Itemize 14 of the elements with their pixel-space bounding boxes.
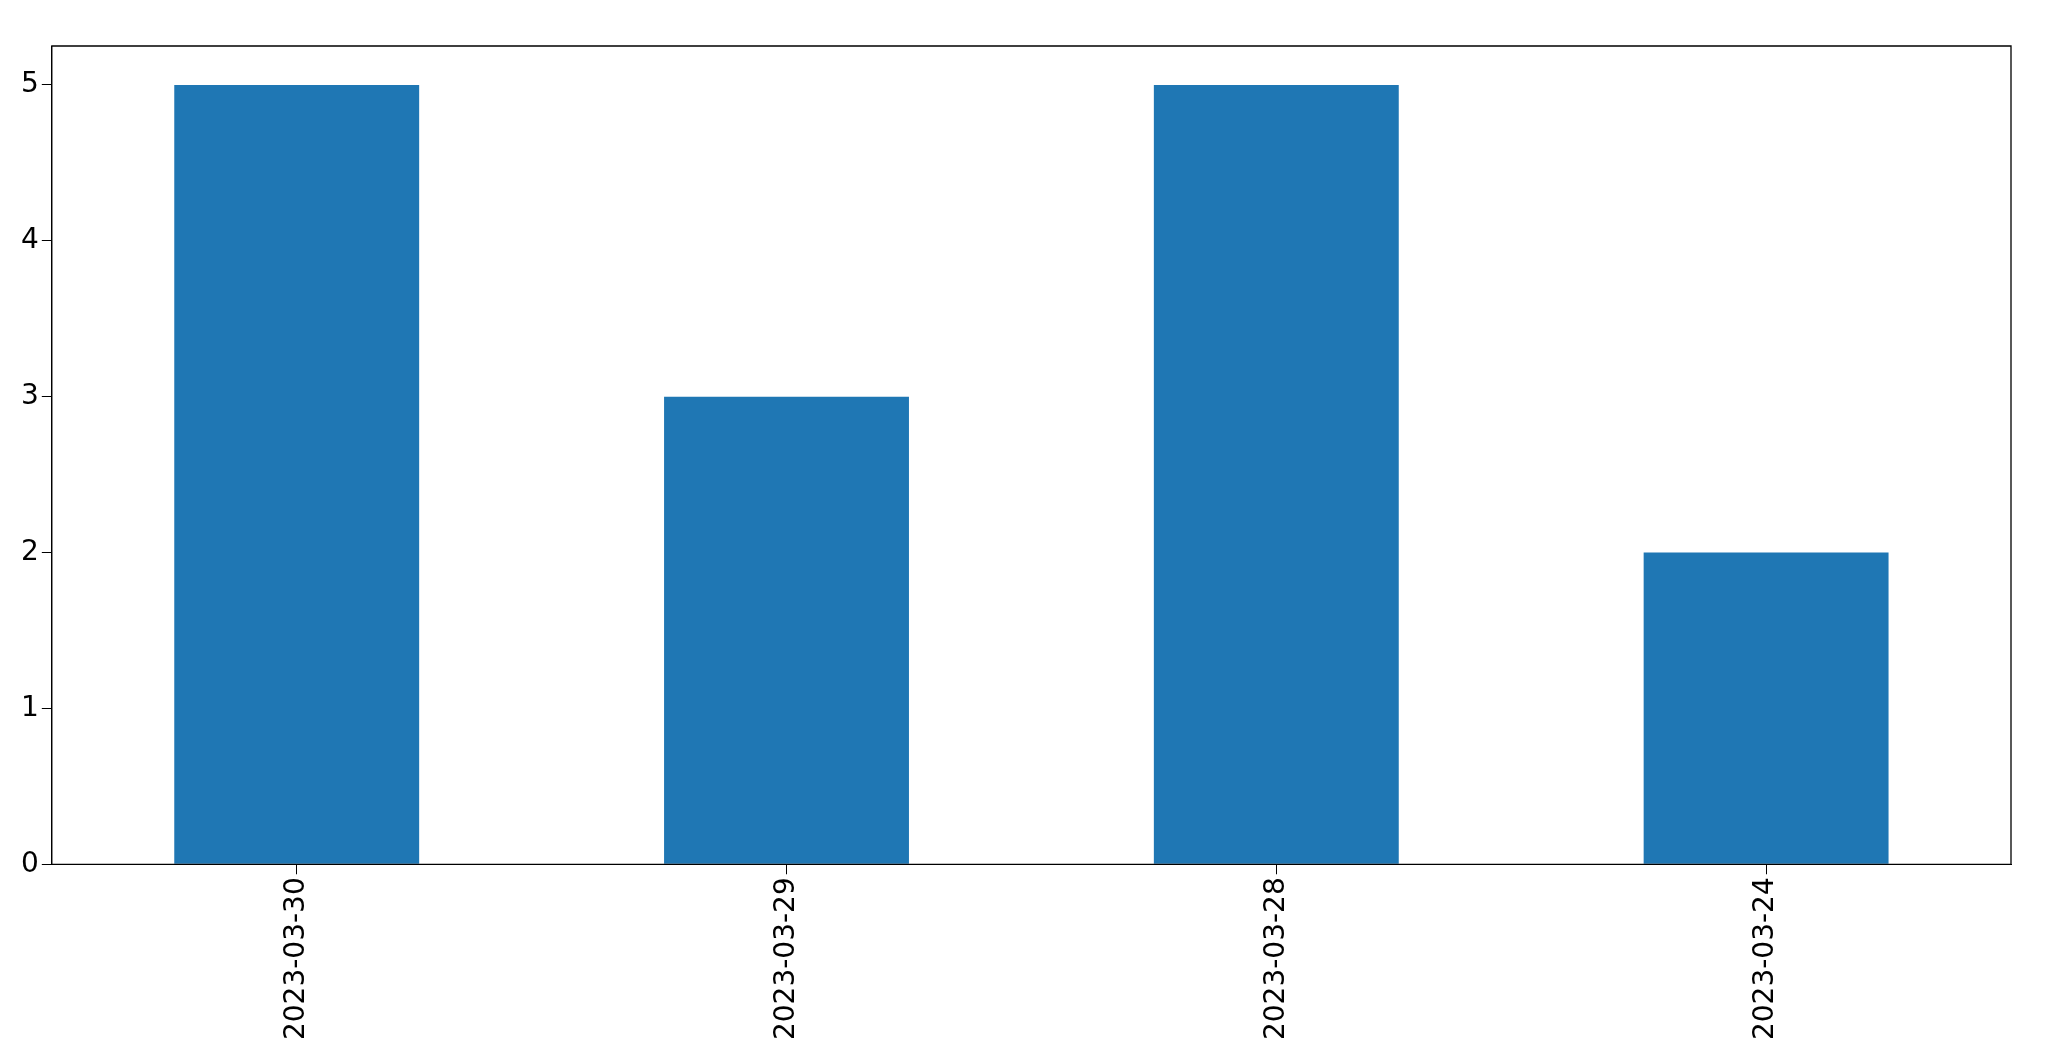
- y-tick-label: 0: [20, 845, 39, 879]
- x-tick-label: 2023-03-30: [277, 877, 311, 1041]
- bar: [664, 396, 909, 864]
- y-tick-label: 2: [20, 533, 39, 567]
- bar: [1153, 84, 1399, 864]
- bar: [1643, 552, 1889, 864]
- y-tick-label: 4: [20, 222, 39, 256]
- y-tick-label: 5: [20, 66, 39, 100]
- bar: [174, 84, 420, 864]
- y-tick-label: 3: [20, 377, 39, 411]
- x-tick-label: 2023-03-24: [1747, 877, 1781, 1041]
- x-tick-label: 2023-03-28: [1257, 877, 1291, 1041]
- x-tick-label: 2023-03-29: [767, 877, 801, 1041]
- y-tick-label: 1: [20, 689, 39, 723]
